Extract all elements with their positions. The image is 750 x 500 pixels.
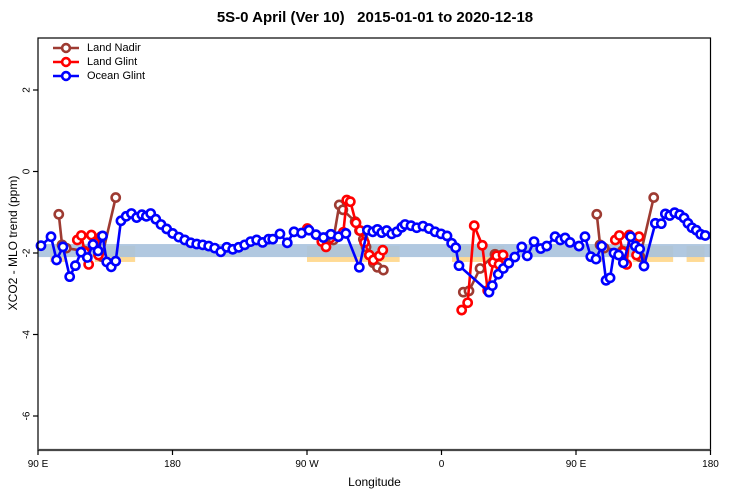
data-point — [497, 249, 509, 261]
data-point — [274, 228, 286, 240]
data-point — [590, 253, 602, 265]
data-point — [81, 252, 93, 263]
data-point — [573, 240, 585, 252]
x-axis-label: Longitude — [348, 475, 401, 489]
data-point — [450, 242, 462, 254]
x-tick-label: 180 — [702, 459, 719, 470]
data-point — [35, 240, 47, 252]
x-tick-label: 180 — [164, 459, 181, 470]
data-point — [462, 297, 474, 309]
data-point — [97, 230, 108, 242]
data-point — [75, 230, 87, 241]
data-point — [617, 257, 629, 269]
data-point — [476, 239, 488, 251]
data-point — [486, 280, 498, 291]
x-tick-label: 90 E — [28, 459, 49, 470]
data-point — [110, 192, 122, 203]
legend-marker-icon — [53, 70, 79, 82]
data-point — [281, 237, 293, 249]
data-point — [51, 254, 62, 266]
data-point — [87, 239, 99, 250]
data-point — [521, 250, 533, 262]
y-tick-label: 2 — [22, 87, 33, 93]
data-point — [344, 196, 356, 208]
x-axis-ticks: 90 E 180 90 W 0 90 E 180 — [28, 450, 719, 470]
data-point — [456, 304, 468, 316]
data-point — [604, 272, 616, 284]
data-point — [267, 233, 279, 245]
data-point — [638, 260, 650, 272]
data-point — [699, 230, 711, 241]
data-point — [516, 241, 528, 253]
data-point — [503, 257, 515, 269]
data-point — [69, 260, 81, 272]
data-point — [320, 241, 332, 253]
y-tick-label: -2 — [22, 248, 33, 257]
data-point — [45, 231, 57, 243]
data-point — [613, 230, 625, 241]
data-point — [53, 208, 65, 220]
data-point — [564, 237, 576, 248]
data-point — [468, 220, 480, 232]
x-tick-label: 0 — [439, 459, 445, 470]
data-point — [509, 251, 521, 263]
data-point — [633, 231, 645, 243]
data-point — [474, 263, 486, 274]
legend-marker-icon — [53, 42, 79, 54]
data-point — [92, 245, 104, 257]
data-point — [648, 192, 660, 203]
legend-item-land-nadir: Land Nadir — [52, 41, 145, 55]
y-tick-label: -4 — [22, 330, 33, 339]
data-point — [110, 255, 122, 267]
y-tick-label: 0 — [22, 168, 33, 174]
data-point — [441, 230, 453, 242]
legend-item-land-glint: Land Glint — [52, 55, 145, 69]
legend-label: Land Glint — [87, 56, 138, 68]
y-tick-label: -6 — [22, 411, 33, 420]
data-point — [596, 240, 608, 252]
data-point — [541, 240, 553, 252]
chart-title: 5S-0 April (Ver 10) 2015-01-01 to 2020-1… — [216, 9, 534, 26]
data-point — [340, 228, 352, 239]
data-point — [528, 236, 540, 247]
x-tick-label: 90 W — [295, 459, 319, 470]
legend-marker-icon — [53, 56, 79, 68]
y-axis-label: XCO2 - MLO trend (ppm) — [6, 175, 20, 311]
data-point — [377, 264, 389, 276]
data-point — [353, 261, 365, 273]
legend-item-ocean-glint: Ocean Glint — [52, 69, 145, 83]
data-point — [64, 271, 76, 283]
data-point — [625, 231, 637, 243]
data-point — [634, 243, 646, 255]
legend-label: Land Nadir — [87, 42, 141, 54]
data-point — [57, 241, 69, 253]
data-point — [377, 244, 389, 256]
data-point — [350, 217, 362, 229]
data-point — [591, 208, 603, 220]
data-point — [579, 231, 591, 243]
y-axis-ticks: 2 0 -2 -4 -6 — [22, 87, 38, 420]
plot-border — [37, 37, 712, 451]
x-tick-label: 90 E — [566, 459, 587, 470]
data-point — [655, 218, 667, 230]
data-point — [613, 249, 624, 261]
legend: Land Nadir Land Glint Ocean Glint — [52, 41, 145, 83]
legend-label: Ocean Glint — [87, 70, 146, 82]
data-point — [453, 260, 465, 272]
series-ocean-glint — [35, 207, 711, 298]
